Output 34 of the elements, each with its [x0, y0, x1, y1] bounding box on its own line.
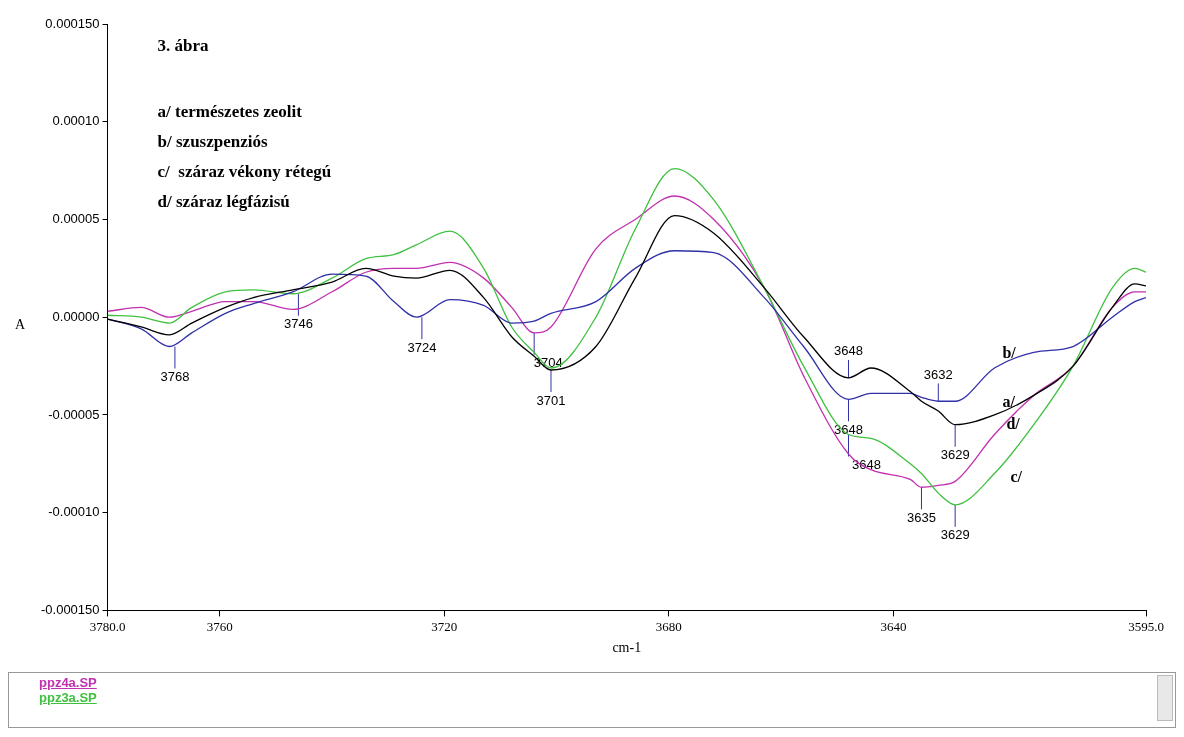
y-tick-label: -0.000150 — [40, 601, 100, 617]
x-tick-label: 3760 — [206, 618, 233, 634]
x-tick-label: 3720 — [431, 618, 458, 634]
annotation: 3629 — [940, 447, 970, 463]
series-label: b/ — [1002, 344, 1017, 362]
series-label: c/ — [1010, 467, 1023, 485]
series-label: d/ — [1006, 414, 1021, 432]
annotation: 3768 — [160, 369, 190, 385]
series-label: a/ — [1002, 393, 1016, 411]
y-tick-label: -0.00010 — [48, 504, 100, 520]
annotation: 3746 — [283, 316, 313, 332]
annotation: a/ természetes zeolit — [157, 101, 303, 121]
y-tick-label: 0.00000 — [52, 308, 100, 324]
x-tick-label: 3595.0 — [1128, 618, 1164, 634]
annotation: c/ száraz vékony rétegú — [157, 161, 332, 181]
y-tick-label: 0.00010 — [52, 113, 100, 129]
y-tick-label: 0.000150 — [45, 15, 100, 31]
y-tick-label: -0.00005 — [48, 406, 100, 422]
annotation: 3648 — [834, 343, 863, 359]
annotation: 3632 — [923, 366, 953, 382]
text: 3. ábra — [157, 35, 210, 55]
y-axis-title: A — [14, 316, 26, 332]
annotation: 3635 — [907, 509, 936, 525]
annotation: 3629 — [940, 527, 970, 543]
annotation: 3701 — [536, 392, 566, 408]
file-list-box: ppz4a.SP ppz3a.SP — [8, 672, 1176, 728]
x-tick-label: 3640 — [880, 618, 907, 634]
annotation: b/ szuszpenziós — [157, 131, 268, 151]
x-tick-label: 3680 — [655, 618, 682, 634]
y-tick-label: 0.00005 — [52, 211, 100, 227]
x-axis-title: cm-1 — [612, 640, 642, 656]
annotation: 3724 — [407, 339, 437, 355]
x-tick-label: 3780.0 — [89, 618, 126, 634]
annotation: d/ száraz légfázisú — [157, 191, 290, 211]
